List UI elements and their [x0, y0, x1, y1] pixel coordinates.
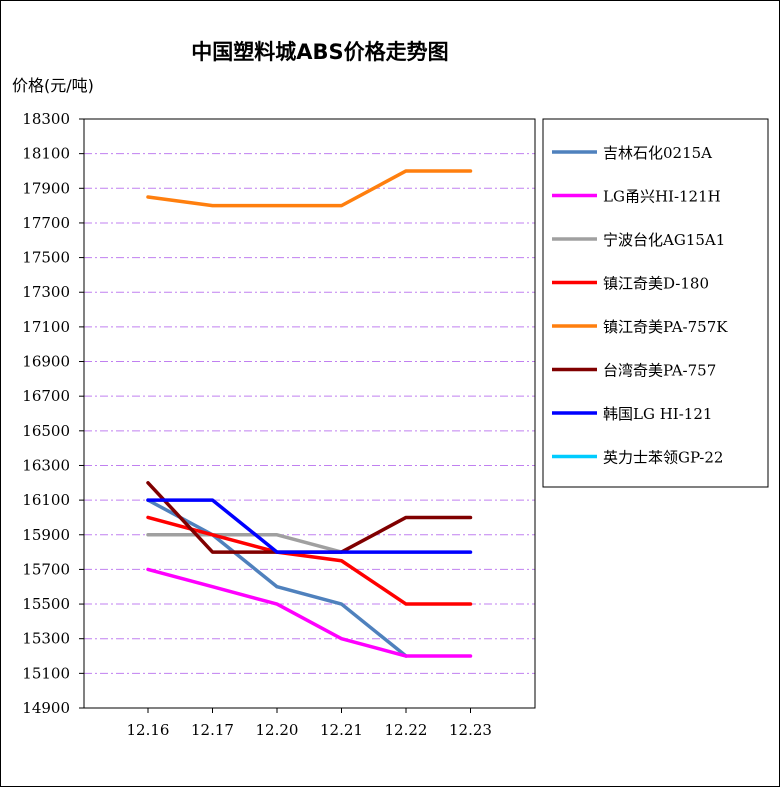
x-tick-label: 12.20: [256, 721, 299, 739]
y-tick-label: 16300: [22, 456, 70, 474]
legend-label: 韩国LG HI-121: [603, 405, 712, 423]
y-tick-label: 17100: [22, 318, 70, 336]
x-tick-label: 12.22: [385, 721, 428, 739]
x-tick-label: 12.21: [320, 721, 363, 739]
y-tick-label: 15900: [22, 526, 70, 544]
x-tick-label: 12.16: [127, 721, 170, 739]
legend-label: 镇江奇美D-180: [603, 275, 709, 293]
series-line: [146, 567, 473, 658]
legend-label: 英力士苯领GP-22: [603, 449, 723, 467]
x-tick-label: 12.17: [191, 721, 234, 739]
y-tick-label: 15500: [22, 595, 70, 613]
y-tick-label: 17700: [22, 214, 70, 232]
legend-label: 镇江奇美PA-757K: [603, 318, 728, 336]
y-tick-label: 15300: [22, 630, 70, 648]
chart-title: 中国塑料城ABS价格走势图: [191, 40, 449, 64]
series-line: [146, 533, 344, 554]
y-tick-label: 16500: [22, 422, 70, 440]
y-tick-label: 17900: [22, 179, 70, 197]
series-line: [146, 498, 473, 554]
series-line: [146, 169, 473, 208]
y-tick-label: 15100: [22, 664, 70, 682]
y-tick-label: 15700: [22, 560, 70, 578]
legend-label: 宁波台化AG15A1: [603, 231, 725, 249]
legend-label: 吉林石化0215A: [603, 144, 712, 162]
y-tick-label: 16100: [22, 491, 70, 509]
legend-label: 台湾奇美PA-757: [603, 362, 716, 380]
y-tick-label: 18100: [22, 145, 70, 163]
y-tick-label: 16700: [22, 387, 70, 405]
series-line: [146, 498, 408, 658]
y-tick-label: 17300: [22, 283, 70, 301]
x-tick-label: 12.23: [449, 721, 492, 739]
y-tick-label: 14900: [22, 699, 70, 717]
y-tick-label: 18300: [22, 110, 70, 128]
legend-box: [542, 118, 769, 488]
y-tick-label: 16900: [22, 353, 70, 371]
y-tick-label: 17500: [22, 249, 70, 267]
series-line: [146, 515, 473, 606]
plot-area: [83, 118, 536, 709]
legend-label: LG甬兴HI-121H: [603, 188, 721, 206]
y-axis-label: 价格(元/吨): [12, 76, 94, 95]
